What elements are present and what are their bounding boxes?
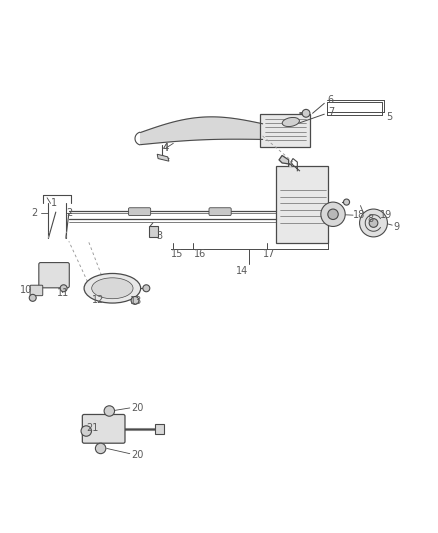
Text: 21: 21 xyxy=(86,423,99,433)
FancyBboxPatch shape xyxy=(30,285,43,296)
Text: 1: 1 xyxy=(51,198,57,208)
FancyBboxPatch shape xyxy=(276,166,328,243)
Circle shape xyxy=(302,109,310,117)
Circle shape xyxy=(104,406,115,416)
Text: 16: 16 xyxy=(194,249,206,260)
Ellipse shape xyxy=(282,117,300,126)
Text: 4: 4 xyxy=(162,143,169,153)
FancyBboxPatch shape xyxy=(82,415,125,443)
Text: 7: 7 xyxy=(328,107,334,117)
Circle shape xyxy=(95,443,106,454)
Text: 2: 2 xyxy=(31,208,37,219)
Circle shape xyxy=(81,426,92,436)
Circle shape xyxy=(328,209,338,220)
Circle shape xyxy=(343,199,350,205)
Text: 15: 15 xyxy=(171,249,184,260)
FancyBboxPatch shape xyxy=(260,114,311,147)
Text: 20: 20 xyxy=(131,449,144,459)
Text: 19: 19 xyxy=(380,210,392,220)
Text: 13: 13 xyxy=(130,296,142,306)
Text: 10: 10 xyxy=(20,285,32,295)
Text: 3: 3 xyxy=(156,231,162,241)
FancyBboxPatch shape xyxy=(128,208,151,215)
Circle shape xyxy=(60,285,67,292)
Circle shape xyxy=(360,209,388,237)
Ellipse shape xyxy=(92,278,133,298)
Text: 5: 5 xyxy=(387,112,393,122)
Polygon shape xyxy=(157,154,169,161)
Circle shape xyxy=(369,219,378,228)
Text: 14: 14 xyxy=(237,266,249,276)
Text: 12: 12 xyxy=(92,295,104,305)
Circle shape xyxy=(29,294,36,301)
FancyBboxPatch shape xyxy=(149,226,158,237)
Text: 11: 11 xyxy=(57,288,69,297)
Text: 18: 18 xyxy=(353,210,365,220)
FancyBboxPatch shape xyxy=(39,263,69,288)
Text: 8: 8 xyxy=(367,214,373,224)
Circle shape xyxy=(321,202,345,227)
Text: 17: 17 xyxy=(262,249,275,260)
FancyBboxPatch shape xyxy=(155,424,164,434)
Text: 4: 4 xyxy=(162,143,169,153)
Polygon shape xyxy=(141,117,262,144)
Text: 6: 6 xyxy=(328,95,334,105)
FancyBboxPatch shape xyxy=(209,208,231,215)
Text: 2: 2 xyxy=(66,208,72,219)
Circle shape xyxy=(131,296,139,304)
Polygon shape xyxy=(279,156,292,166)
Ellipse shape xyxy=(84,273,141,303)
Circle shape xyxy=(143,285,150,292)
Text: 20: 20 xyxy=(131,403,144,413)
Text: 9: 9 xyxy=(393,222,399,232)
